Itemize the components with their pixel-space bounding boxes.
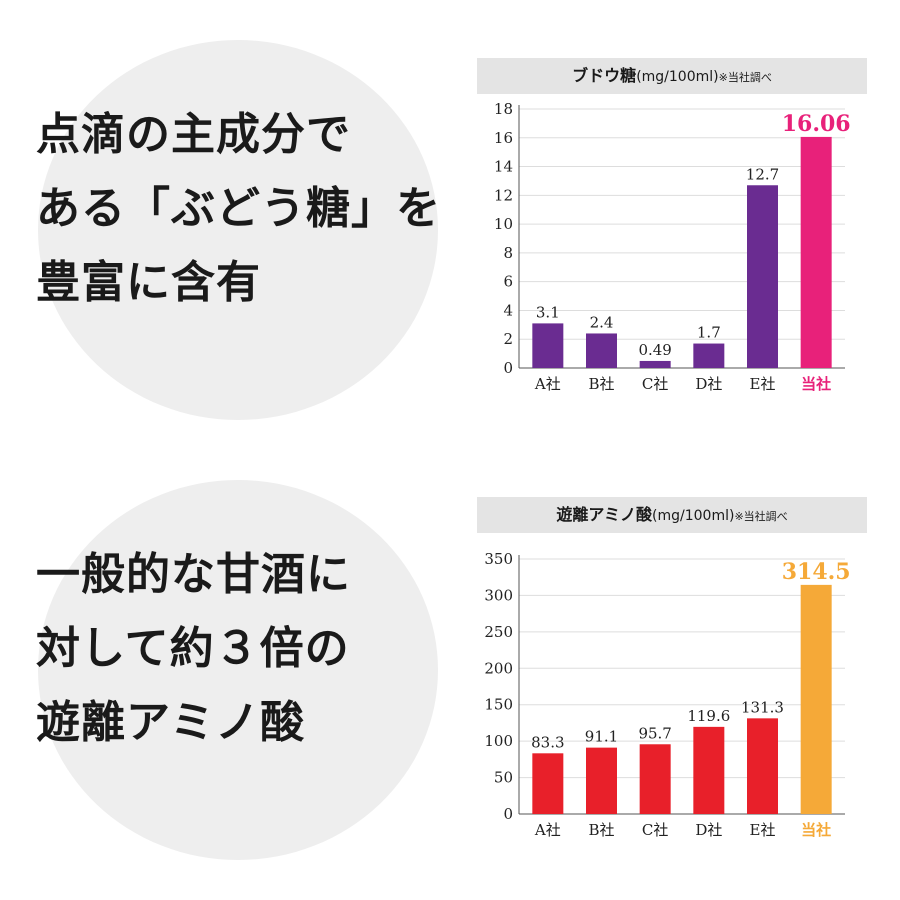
category-label: C社 <box>642 821 668 839</box>
category-label: D社 <box>695 821 722 839</box>
chart-title: 遊離アミノ酸(mg/100ml)※当社調べ <box>477 497 867 533</box>
y-tick-label: 150 <box>484 696 513 714</box>
chart-title-note: ※当社調べ <box>718 71 772 84</box>
bar <box>586 333 617 368</box>
bar <box>800 584 832 814</box>
data-label: 3.1 <box>536 303 560 321</box>
bar <box>639 744 671 814</box>
category-label: C社 <box>642 375 668 393</box>
data-label: 91.1 <box>585 728 618 746</box>
data-label: 12.7 <box>746 165 779 183</box>
data-label: 0.49 <box>638 341 671 359</box>
category-label: E社 <box>750 375 776 393</box>
headline-amino-acid: 一般的な甘酒に 対して約３倍の 遊離アミノ酸 <box>36 538 351 760</box>
category-label: E社 <box>750 821 776 839</box>
y-tick-label: 6 <box>503 273 513 291</box>
amino-acid-bar-chart: 0 50 100 150 200 250 300 350 83.3 A社 91.1 B社 95.7 C社 1… <box>484 550 851 839</box>
data-label: 131.3 <box>741 698 784 716</box>
bar <box>639 360 671 368</box>
background-circle-top <box>38 40 438 420</box>
background-circle-bottom <box>38 480 438 860</box>
y-tick-label: 100 <box>484 732 513 750</box>
y-tick-label: 300 <box>484 586 513 604</box>
headline-line: 一般的な甘酒に <box>36 549 351 600</box>
bar <box>800 136 832 368</box>
bar <box>693 726 725 814</box>
y-tick-label: 0 <box>503 805 513 823</box>
y-tick-label: 10 <box>494 215 513 233</box>
bar <box>747 185 778 368</box>
glucose-chart-panel: ブドウ糖(mg/100ml)※当社調べ 0 2 4 6 8 10 12 14 16 18 3.1 A社… <box>477 58 867 408</box>
chart-title-main: ブドウ糖 <box>572 66 637 85</box>
y-tick-label: 0 <box>503 359 513 377</box>
chart-title-main: 遊離アミノ酸 <box>556 505 653 524</box>
headline-line: 点滴の主成分で <box>36 109 351 160</box>
bar <box>693 343 725 368</box>
amino-acid-chart-panel: 遊離アミノ酸(mg/100ml)※当社調べ 0 50 100 150 200 250 300… <box>477 497 867 857</box>
data-label: 2.4 <box>590 313 614 331</box>
y-tick-label: 350 <box>484 550 513 568</box>
y-tick-label: 250 <box>484 623 513 641</box>
category-label: B社 <box>588 821 614 839</box>
y-tick-label: 2 <box>503 330 513 348</box>
category-label: A社 <box>534 375 561 393</box>
bar <box>532 753 564 814</box>
headline-glucose: 点滴の主成分で ある「ぶどう糖」を 豊富に含有 <box>36 98 441 320</box>
y-tick-label: 200 <box>484 659 513 677</box>
category-label: 当社 <box>801 821 831 839</box>
y-tick-label: 50 <box>494 769 513 787</box>
y-tick-label: 14 <box>494 158 513 176</box>
chart-title-note: ※当社調べ <box>734 510 788 523</box>
data-label: 16.06 <box>782 111 851 137</box>
headline-line: 対して約３倍の <box>36 623 350 674</box>
category-label: B社 <box>588 375 614 393</box>
category-label: D社 <box>695 375 722 393</box>
glucose-bar-chart: 0 2 4 6 8 10 12 14 16 18 3.1 A社 2.4 B社 0.49 C社 1.7 D社 12.7… <box>494 100 851 393</box>
bar <box>532 323 564 368</box>
chart-title-unit: (mg/100ml) <box>636 69 719 85</box>
headline-line: 遊離アミノ酸 <box>36 697 306 748</box>
bar <box>586 747 617 814</box>
category-label: 当社 <box>801 375 831 393</box>
chart-title: ブドウ糖(mg/100ml)※当社調べ <box>477 58 867 94</box>
data-label: 83.3 <box>531 733 564 751</box>
data-label: 1.7 <box>697 324 721 342</box>
data-label: 95.7 <box>638 724 671 742</box>
y-tick-label: 4 <box>503 301 513 319</box>
y-tick-label: 12 <box>494 186 513 204</box>
data-label: 314.5 <box>782 559 851 585</box>
bar <box>747 718 778 814</box>
y-tick-label: 8 <box>503 244 513 262</box>
headline-line: ある「ぶどう糖」を <box>36 183 441 234</box>
category-label: A社 <box>534 821 561 839</box>
y-tick-label: 18 <box>494 100 513 118</box>
headline-line: 豊富に含有 <box>36 257 261 308</box>
y-tick-label: 16 <box>494 129 513 147</box>
data-label: 119.6 <box>687 707 730 725</box>
chart-title-unit: (mg/100ml) <box>652 508 735 524</box>
